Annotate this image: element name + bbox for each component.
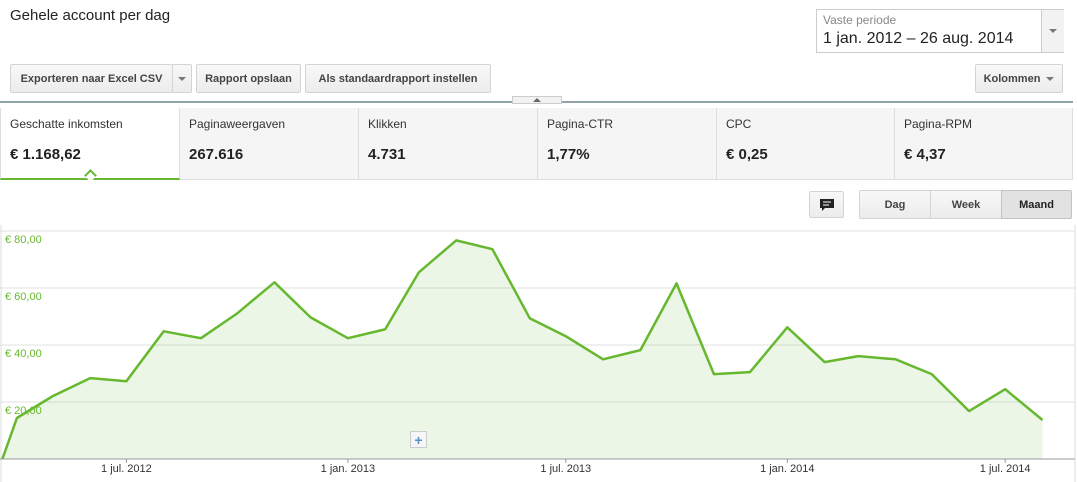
- metric-tab[interactable]: Pagina-RPM € 4,37: [895, 108, 1073, 180]
- metric-tab[interactable]: Pagina-CTR 1,77%: [538, 108, 717, 180]
- caret: [1046, 76, 1055, 81]
- date-label: Vaste periode: [823, 13, 897, 27]
- metric-value: € 1.168,62: [10, 146, 81, 163]
- x-tick-label: 1 jul. 2014: [980, 463, 1031, 475]
- caret: [533, 98, 541, 102]
- save-report-button[interactable]: Rapport opslaan: [196, 64, 301, 93]
- export-button[interactable]: Exporteren naar Excel CSV: [10, 64, 173, 93]
- x-tick-label: 1 jan. 2013: [321, 463, 375, 475]
- x-tick-label: 1 jul. 2013: [540, 463, 591, 475]
- tab-notch: [84, 169, 97, 182]
- caret: [178, 76, 186, 81]
- metric-value: € 4,37: [904, 146, 946, 163]
- y-tick-label: € 80,00: [5, 234, 42, 246]
- collapse-tab[interactable]: [512, 96, 562, 104]
- metric-label: Paginaweergaven: [189, 117, 286, 131]
- y-tick-label: € 40,00: [5, 348, 42, 360]
- view-button[interactable]: Week: [930, 190, 1002, 219]
- comment-icon: [819, 198, 834, 211]
- metric-value: 1,77%: [547, 146, 590, 163]
- metric-label: Klikken: [368, 117, 407, 131]
- view-button[interactable]: Dag: [859, 190, 931, 219]
- date-value: 1 jan. 2012 – 26 aug. 2014: [823, 30, 1014, 47]
- x-tick-label: 1 jul. 2012: [101, 463, 152, 475]
- metric-label: CPC: [726, 117, 752, 131]
- metric-value: € 0,25: [726, 146, 768, 163]
- default-report-button[interactable]: Als standaardrapport instellen: [305, 64, 491, 93]
- columns-button[interactable]: Kolommen: [975, 64, 1063, 93]
- page-title: Gehele account per dag: [10, 7, 171, 24]
- metric-tab[interactable]: Geschatte inkomsten € 1.168,62: [0, 108, 180, 182]
- export-dropdown[interactable]: [172, 64, 192, 93]
- metric-tab[interactable]: Paginaweergaven 267.616: [180, 108, 359, 180]
- metric-value: 267.616: [189, 146, 244, 163]
- x-tick-label: 1 jan. 2014: [760, 463, 814, 475]
- metric-value: 4.731: [368, 146, 406, 163]
- y-tick-label: € 60,00: [5, 291, 42, 303]
- caret: [1049, 29, 1057, 33]
- metric-label: Geschatte inkomsten: [10, 117, 123, 131]
- date-picker[interactable]: Vaste periode 1 jan. 2012 – 26 aug. 2014: [816, 9, 1064, 53]
- annotation-button[interactable]: [809, 191, 844, 218]
- add-annotation[interactable]: +: [410, 431, 427, 448]
- metric-tab[interactable]: Klikken 4.731: [359, 108, 538, 180]
- area-fill: [2, 240, 1043, 459]
- metric-label: Pagina-RPM: [904, 117, 973, 131]
- date-dropdown[interactable]: [1041, 10, 1064, 52]
- line: [1, 239, 1044, 460]
- view-button-selected[interactable]: Maand: [1001, 190, 1072, 219]
- metric-tab[interactable]: CPC € 0,25: [717, 108, 895, 180]
- metric-label: Pagina-CTR: [547, 117, 614, 131]
- columns-label: Kolommen: [983, 72, 1041, 85]
